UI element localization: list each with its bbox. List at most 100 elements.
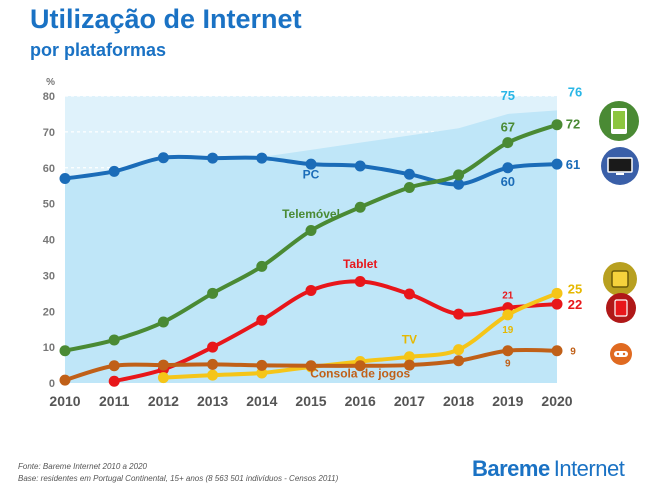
base-note: Base: residentes em Portugal Continental… xyxy=(18,474,339,483)
point-consola-de-jogos xyxy=(453,355,465,367)
source-note: Fonte: Bareme Internet 2010 a 2020 xyxy=(18,462,147,471)
series-label: PC xyxy=(303,168,320,182)
logo-part1: Bareme xyxy=(472,456,550,481)
point-consola-de-jogos xyxy=(108,360,120,372)
point-pc xyxy=(305,158,317,170)
series-label: Tablet xyxy=(343,257,377,271)
y-tick-label: 10 xyxy=(43,342,55,354)
gamepad-icon xyxy=(610,343,632,365)
x-tick-label: 2017 xyxy=(394,393,425,409)
point-pc xyxy=(502,162,514,174)
point-pc xyxy=(59,173,71,185)
y-tick-label: 0 xyxy=(49,378,55,390)
x-tick-label: 2016 xyxy=(345,393,376,409)
logo-part2: Internet xyxy=(553,456,625,481)
point-tablet xyxy=(108,375,120,387)
internet-total-area xyxy=(65,110,557,383)
point-telemovel xyxy=(453,169,465,181)
data-label: 72 xyxy=(566,117,580,132)
data-label: 25 xyxy=(568,281,582,296)
chart-title: Utilização de Internet xyxy=(30,4,302,34)
series-label: Consola de jogos xyxy=(310,367,410,381)
point-tablet xyxy=(305,284,317,296)
point-tv xyxy=(453,344,465,356)
y-tick-label: 50 xyxy=(43,199,55,211)
tablet-red-icon xyxy=(606,293,636,323)
smartphone-icon xyxy=(599,101,639,141)
x-tick-label: 2015 xyxy=(295,393,326,409)
y-tick-label: 30 xyxy=(43,270,55,282)
point-tablet xyxy=(453,308,465,320)
point-tablet xyxy=(551,298,563,310)
point-tv xyxy=(551,287,563,299)
data-label: 21 xyxy=(502,291,514,302)
bareme-logo: Bareme Internet xyxy=(472,456,625,482)
x-tick-label: 2014 xyxy=(246,393,277,409)
point-telemovel xyxy=(354,201,366,213)
point-consola-de-jogos xyxy=(502,345,514,357)
y-tick-label: 20 xyxy=(43,306,55,318)
point-tv xyxy=(502,309,514,321)
point-consola-de-jogos xyxy=(551,345,563,357)
point-tablet xyxy=(354,275,366,287)
data-label: 61 xyxy=(566,157,580,172)
point-telemovel xyxy=(403,181,415,193)
y-tick-label: 70 xyxy=(43,127,55,139)
y-tick-label: 80 xyxy=(43,91,55,103)
point-consola-de-jogos xyxy=(403,359,415,371)
point-pc xyxy=(207,152,219,164)
point-telemovel xyxy=(207,287,219,299)
x-tick-label: 2020 xyxy=(541,393,572,409)
data-label: 9 xyxy=(570,347,576,358)
point-pc xyxy=(403,168,415,180)
x-tick-label: 2013 xyxy=(197,393,228,409)
data-label: 75 xyxy=(501,88,515,103)
data-label: 19 xyxy=(502,325,514,336)
tv-icon xyxy=(601,147,639,185)
point-tablet xyxy=(256,314,268,326)
x-tick-label: 2018 xyxy=(443,393,474,409)
point-pc xyxy=(108,165,120,177)
point-telemovel xyxy=(157,316,169,328)
point-tv xyxy=(207,369,219,381)
point-tv xyxy=(403,351,415,363)
point-pc xyxy=(256,152,268,164)
chart-subtitle: por plataformas xyxy=(30,40,167,60)
point-telemovel xyxy=(305,225,317,237)
point-telemovel xyxy=(502,137,514,149)
x-tick-label: 2019 xyxy=(492,393,523,409)
tablet-icon xyxy=(603,262,637,296)
series-label: TV xyxy=(402,333,417,347)
point-consola-de-jogos xyxy=(305,360,317,372)
point-consola-de-jogos xyxy=(256,359,268,371)
data-label: 60 xyxy=(501,174,515,189)
point-consola-de-jogos xyxy=(207,358,219,370)
data-label: 22 xyxy=(568,297,582,312)
y-tick-label: 60 xyxy=(43,163,55,175)
series-label: Telemóvel xyxy=(282,207,340,221)
point-consola-de-jogos xyxy=(59,374,71,386)
series-line-tablet xyxy=(112,279,559,384)
point-pc xyxy=(453,178,465,190)
point-pc xyxy=(354,160,366,172)
point-telemovel xyxy=(59,345,71,357)
x-tick-label: 2010 xyxy=(49,393,80,409)
data-label: 67 xyxy=(501,120,515,135)
y-unit-label: % xyxy=(46,77,55,88)
data-label: 76 xyxy=(568,84,582,99)
point-consola-de-jogos xyxy=(157,359,169,371)
point-pc xyxy=(551,158,563,170)
point-consola-de-jogos xyxy=(354,360,366,372)
point-tv xyxy=(157,372,169,384)
point-telemovel xyxy=(551,119,563,131)
x-tick-label: 2011 xyxy=(99,393,130,409)
point-tablet xyxy=(403,288,415,300)
data-label: 9 xyxy=(505,359,511,370)
x-tick-label: 2012 xyxy=(148,393,179,409)
point-telemovel xyxy=(108,334,120,346)
y-tick-label: 40 xyxy=(43,235,55,247)
point-tablet xyxy=(207,341,219,353)
point-telemovel xyxy=(256,260,268,272)
point-tv xyxy=(256,367,268,379)
